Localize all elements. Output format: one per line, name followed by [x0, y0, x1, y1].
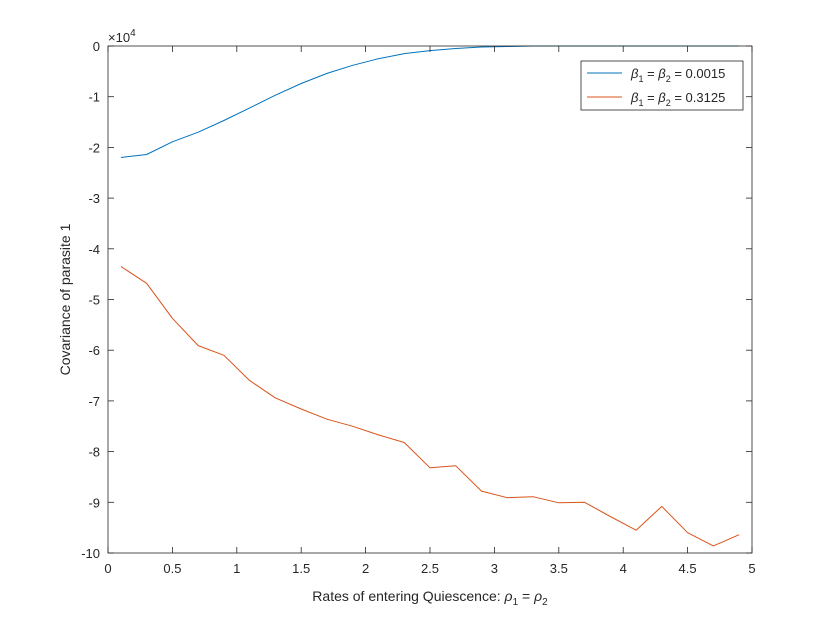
- plot-area: [108, 46, 752, 553]
- series-line-2: [120, 266, 740, 547]
- x-tick-label: 4: [620, 561, 627, 576]
- y-axis-label: Covariance of parasite 1: [57, 223, 73, 375]
- y-tick-label: -8: [88, 445, 100, 460]
- x-tick-label: 1: [233, 561, 240, 576]
- y-tick-label: -2: [88, 140, 100, 155]
- x-tick-label: 2.5: [421, 561, 439, 576]
- y-tick-label: 0: [93, 39, 100, 54]
- y-tick-label: -5: [88, 293, 100, 308]
- legend-entry-series-1: β1 = β2 = 0.0015: [630, 66, 725, 84]
- y-tick-label: -10: [81, 546, 100, 561]
- x-tick-label: 0: [104, 561, 111, 576]
- y-tick-label: -7: [88, 394, 100, 409]
- y-exponent-label: ×104: [108, 28, 136, 45]
- y-tick-label: -9: [88, 495, 100, 510]
- legend-entry-series-2: β1 = β2 = 0.3125: [630, 90, 725, 108]
- x-tick-label: 4.5: [679, 561, 697, 576]
- legend-box: [580, 60, 744, 111]
- x-tick-label: 5: [748, 561, 755, 576]
- x-axis-label: Rates of entering Quiescence: ρ1 = ρ2: [312, 588, 548, 608]
- axes-layer: 0 0.5 1 1.5 2 2.5 3 3.5 4 4.5 5 0 -1 -2 -3 -4 -5 -6 -7 -8 -9…: [81, 39, 755, 576]
- x-tick-label: 3.5: [550, 561, 568, 576]
- x-tick-label: 0.5: [163, 561, 181, 576]
- y-tick-label: -4: [88, 242, 100, 257]
- y-tick-label: -3: [88, 191, 100, 206]
- x-tick-label: 1.5: [292, 561, 310, 576]
- x-tick-label: 3: [491, 561, 498, 576]
- y-tick-label: -1: [88, 90, 100, 105]
- legend: β1 = β2 = 0.0015 β1 = β2 = 0.3125: [580, 60, 744, 111]
- x-tick-label: 2: [362, 561, 369, 576]
- y-tick-label: -6: [88, 343, 100, 358]
